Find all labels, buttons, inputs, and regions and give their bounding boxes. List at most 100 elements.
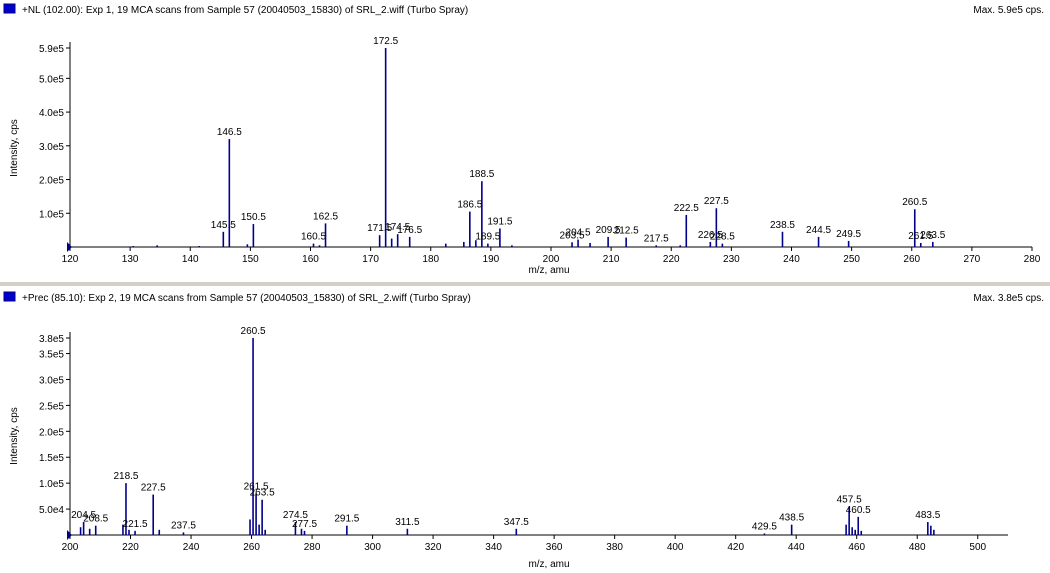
peak-label: 176.5 xyxy=(397,225,422,236)
peak-label: 188.5 xyxy=(469,169,494,180)
peak-label: 209.5 xyxy=(596,225,621,236)
peak-label: 261.5 xyxy=(244,482,269,493)
x-tick-label: 300 xyxy=(364,542,381,553)
peak-label: 150.5 xyxy=(241,212,266,223)
spectrum-chart-prec: +Prec (85.10): Exp 2, 19 MCA scans from … xyxy=(3,291,1044,570)
peak-label: 347.5 xyxy=(504,517,529,528)
y-tick-label: 1.5e5 xyxy=(39,453,64,464)
peak-label: 263.5 xyxy=(250,488,275,499)
x-tick-label: 150 xyxy=(242,254,259,265)
peak-label: 222.5 xyxy=(674,203,699,214)
x-tick-label: 200 xyxy=(543,254,560,265)
y-tick-label: 3.0e5 xyxy=(39,142,64,153)
y-tick-label: 5.9e5 xyxy=(39,44,64,55)
y-axis-label: Intensity, cps xyxy=(9,119,20,177)
spectrum-panel-nl: +NL (102.00): Exp 1, 19 MCA scans from S… xyxy=(0,0,1050,282)
y-tick-label: 3.0e5 xyxy=(39,375,64,386)
x-tick-label: 280 xyxy=(1024,254,1041,265)
y-tick-label: 1.0e5 xyxy=(39,479,64,490)
y-tick-label: 4.0e5 xyxy=(39,108,64,119)
x-tick-label: 180 xyxy=(422,254,439,265)
peak-label: 263.5 xyxy=(920,230,945,241)
peak-label: 204.5 xyxy=(566,228,591,239)
max-intensity-label: Max. 5.9e5 cps. xyxy=(973,5,1044,16)
peak-label: 483.5 xyxy=(915,510,940,521)
y-tick-label: 2.5e5 xyxy=(39,401,64,412)
panel-icon[interactable] xyxy=(3,3,16,14)
y-tick-label: 3.8e5 xyxy=(39,334,64,345)
peak-label: 218.5 xyxy=(113,471,138,482)
peak-label: 186.5 xyxy=(457,200,482,211)
peak-label: 228.5 xyxy=(710,232,735,243)
x-tick-label: 220 xyxy=(663,254,680,265)
x-tick-label: 240 xyxy=(183,542,200,553)
x-tick-label: 130 xyxy=(122,254,139,265)
x-tick-label: 380 xyxy=(606,542,623,553)
chart-marks: 120 130 140 150 160 170 180 190 200 210 220 230 240 2… xyxy=(39,36,1041,265)
x-tick-label: 460 xyxy=(848,542,865,553)
chart-title: +NL (102.00): Exp 1, 19 MCA scans from S… xyxy=(22,5,468,16)
peak-label: 162.5 xyxy=(313,211,338,222)
peak-label: 311.5 xyxy=(395,517,420,528)
spectrum-chart-nl: +NL (102.00): Exp 1, 19 MCA scans from S… xyxy=(3,3,1044,276)
x-tick-label: 260 xyxy=(243,542,260,553)
peak-label: 438.5 xyxy=(779,513,804,524)
peak-label: 429.5 xyxy=(752,521,777,532)
peak-label: 460.5 xyxy=(846,505,871,516)
x-tick-label: 420 xyxy=(727,542,744,553)
spectrum-panel-prec: +Prec (85.10): Exp 2, 19 MCA scans from … xyxy=(0,286,1050,573)
x-tick-label: 320 xyxy=(425,542,442,553)
peak-label: 260.5 xyxy=(902,197,927,208)
peak-label: 274.5 xyxy=(283,510,308,521)
peak-label: 171.5 xyxy=(367,223,392,234)
y-tick-label: 5.0e4 xyxy=(39,505,64,516)
peak-label: 146.5 xyxy=(217,127,242,138)
max-intensity-label: Max. 3.8e5 cps. xyxy=(973,293,1044,304)
x-tick-label: 220 xyxy=(122,542,139,553)
peak-label: 237.5 xyxy=(171,520,196,531)
x-tick-label: 340 xyxy=(485,542,502,553)
y-tick-label: 2.0e5 xyxy=(39,176,64,187)
x-tick-label: 400 xyxy=(667,542,684,553)
x-tick-label: 270 xyxy=(964,254,981,265)
x-tick-label: 280 xyxy=(304,542,321,553)
peak-label: 217.5 xyxy=(644,233,669,244)
x-tick-label: 360 xyxy=(546,542,563,553)
peak-label: 145.5 xyxy=(211,220,236,231)
y-tick-label: 3.5e5 xyxy=(39,350,64,361)
x-tick-label: 480 xyxy=(909,542,926,553)
x-tick-label: 120 xyxy=(62,254,79,265)
peak-label: 291.5 xyxy=(334,514,359,525)
x-tick-label: 230 xyxy=(723,254,740,265)
peak-label: 221.5 xyxy=(123,519,148,530)
x-tick-label: 170 xyxy=(362,254,379,265)
x-tick-label: 210 xyxy=(603,254,620,265)
peak-label: 244.5 xyxy=(806,225,831,236)
peak-label: 249.5 xyxy=(836,229,861,240)
x-tick-label: 500 xyxy=(969,542,986,553)
x-tick-label: 190 xyxy=(483,254,500,265)
peak-label: 226.5 xyxy=(698,230,723,241)
peak-label: 457.5 xyxy=(837,494,862,505)
peak-label: 174.5 xyxy=(385,222,410,233)
peak-label: 172.5 xyxy=(373,36,398,47)
x-tick-label: 440 xyxy=(788,542,805,553)
x-tick-label: 260 xyxy=(903,254,920,265)
panel-icon[interactable] xyxy=(3,291,16,302)
peak-label: 227.5 xyxy=(141,483,166,494)
peak-label: 277.5 xyxy=(292,519,317,530)
x-tick-label: 160 xyxy=(302,254,319,265)
peak-label: 261.5 xyxy=(908,231,933,242)
peak-label: 260.5 xyxy=(241,326,266,337)
y-tick-label: 2.0e5 xyxy=(39,427,64,438)
peak-label: 238.5 xyxy=(770,220,795,231)
chart-title: +Prec (85.10): Exp 2, 19 MCA scans from … xyxy=(22,293,471,304)
peak-label: 191.5 xyxy=(487,216,512,227)
peak-label: 212.5 xyxy=(614,226,639,237)
peak-label: 204.5 xyxy=(71,510,96,521)
peak-label: 160.5 xyxy=(301,232,326,243)
x-tick-label: 140 xyxy=(182,254,199,265)
peak-label: 189.5 xyxy=(475,232,500,243)
y-axis-label: Intensity, cps xyxy=(9,407,20,465)
y-tick-label: 1.0e5 xyxy=(39,209,64,220)
